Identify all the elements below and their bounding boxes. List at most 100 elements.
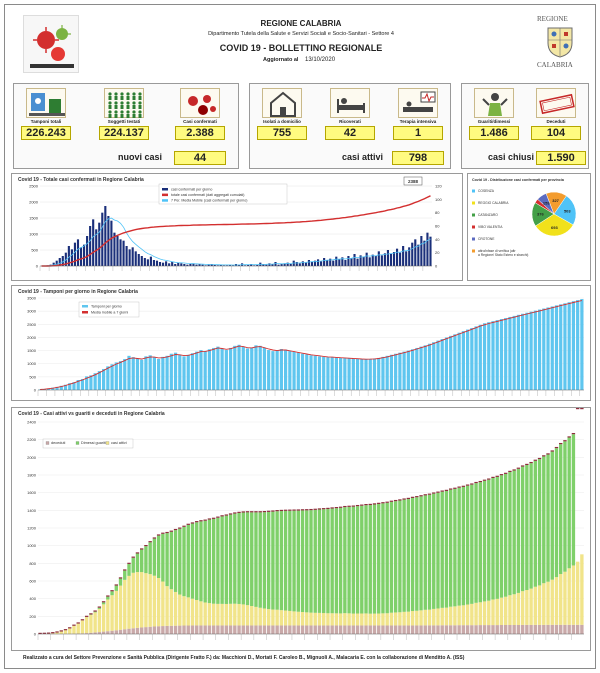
person-head: [108, 110, 112, 114]
deaths-bar: [250, 625, 254, 634]
top-cap-mark: [563, 440, 567, 442]
tests-bar: [254, 345, 258, 390]
deaths-bar: [292, 625, 296, 634]
tests-bar: [542, 308, 546, 390]
logo-text-bottom: CALABRIA: [537, 61, 573, 69]
active-bar: [385, 613, 389, 626]
deaths-bar: [377, 625, 381, 634]
kpi-icu-value: 1: [393, 126, 443, 140]
daily-cases-bar: [86, 236, 89, 266]
recovered-bar: [131, 557, 135, 573]
top-cap-mark: [275, 510, 279, 512]
tests-bar: [355, 358, 360, 390]
active-bar: [393, 612, 398, 626]
tests-bar: [419, 346, 423, 390]
daily-cases-bar: [64, 252, 67, 266]
recovered-bar: [415, 497, 419, 611]
active-bar: [406, 611, 411, 626]
active-cases-label: casi attivi: [342, 152, 384, 162]
daily-cases-bar: [417, 244, 420, 266]
daily-cases-bar: [250, 264, 253, 266]
daily-cases-bar: [149, 256, 152, 266]
daily-cases-bar: [225, 265, 228, 266]
active-bar: [84, 617, 89, 634]
daily-cases-bar: [189, 264, 192, 266]
daily-cases-bar: [183, 264, 186, 266]
pie-legend-swatch: [472, 201, 475, 205]
daily-cases-bar: [155, 260, 159, 266]
recovered-bar: [279, 511, 284, 611]
tests-bar: [313, 355, 317, 390]
y-tick-label: 1800: [27, 473, 37, 478]
tests-bar: [368, 358, 372, 390]
recovered-bar: [444, 490, 449, 608]
pie-slice-label: 159: [543, 200, 550, 205]
pie-legend-label: altro/infase di verifica (altr: [478, 249, 516, 253]
top-cap-mark: [254, 511, 258, 513]
tests-bar: [267, 350, 271, 390]
deaths-bar: [343, 625, 347, 634]
top-cap-mark: [241, 511, 245, 513]
active-bar: [89, 614, 93, 633]
recovered-bar: [372, 504, 377, 614]
top-cap-mark: [427, 493, 432, 495]
recovered-bar: [211, 518, 216, 604]
chart-active-svg: 0 200 400 600 800 1000 1200 1400 1600 1800 2000 220…: [27, 408, 584, 640]
top-cap-mark: [470, 483, 474, 485]
recovered-bar: [140, 549, 144, 573]
daily-cases-bar: [134, 251, 137, 266]
daily-cases-bar: [256, 264, 259, 266]
tests-bar: [563, 303, 567, 390]
top-cap-mark: [575, 408, 580, 410]
legend-swatch: [45, 441, 50, 445]
tests-bar: [275, 350, 279, 390]
tests-bar: [372, 358, 377, 390]
y2-tick-label: 80: [435, 210, 440, 215]
deaths-bar: [529, 624, 533, 634]
deaths-bar: [313, 625, 317, 634]
top-cap-mark: [89, 613, 93, 615]
deaths-bar: [93, 632, 97, 634]
deaths-bar: [351, 625, 356, 634]
recovered-bar: [563, 441, 567, 572]
active-bar: [140, 572, 144, 628]
top-cap-mark: [173, 528, 178, 531]
top-cap-mark: [211, 517, 216, 519]
deaths-bar: [571, 624, 576, 634]
top-cap-mark: [123, 569, 127, 571]
active-bar: [520, 591, 525, 625]
daily-cases-bar: [362, 256, 365, 266]
tests-bar: [432, 342, 436, 390]
top-cap-mark: [144, 544, 148, 547]
recovered-bar: [343, 507, 347, 614]
top-cap-mark: [398, 499, 402, 501]
recovered-bar: [169, 531, 174, 590]
pie-slice-label: 327: [552, 198, 559, 203]
recovered-bar: [228, 514, 233, 604]
recovered-bar: [360, 505, 364, 614]
tests-bar: [271, 351, 275, 390]
kpi-tests-value: 226.243: [21, 126, 71, 140]
tests-bar: [220, 348, 224, 390]
top-cap-mark: [436, 491, 440, 493]
virus-cluster-icon: [180, 88, 220, 118]
y-tick-label: 1600: [27, 490, 37, 495]
top-cap-mark: [389, 500, 394, 502]
legend-label: casi confermati per giorno: [171, 188, 212, 192]
pie-legend-label: CATANZARO: [478, 213, 498, 217]
tests-bar: [106, 366, 110, 390]
tests-bar: [178, 354, 182, 390]
tests-bar: [224, 350, 228, 390]
active-bar: [233, 603, 237, 626]
deaths-bar: [300, 625, 305, 634]
recovered-bar: [144, 546, 148, 574]
tests-bar: [449, 335, 453, 390]
active-bar: [165, 586, 169, 626]
active-bar: [224, 603, 229, 626]
daily-cases-bar: [383, 253, 386, 266]
recovered-bar: [203, 520, 207, 603]
tests-bar: [339, 357, 343, 390]
recovered-bar: [152, 538, 157, 576]
deaths-bar: [216, 625, 220, 634]
tests-bar: [80, 378, 85, 390]
